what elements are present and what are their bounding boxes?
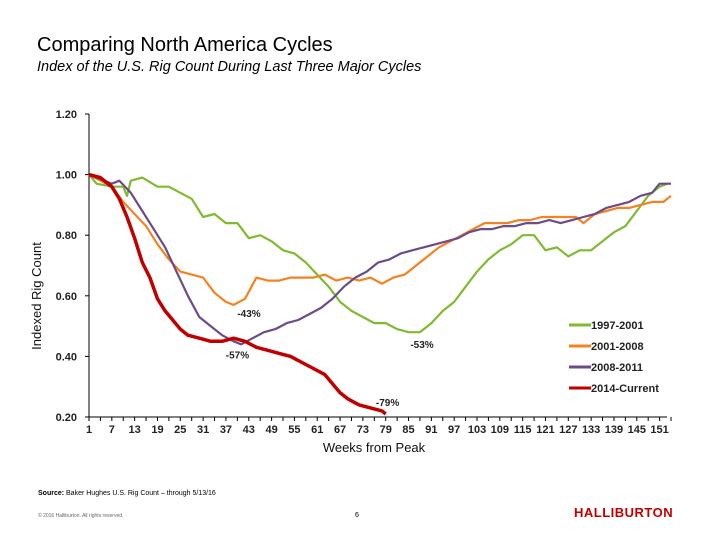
x-tick-label: 49	[265, 424, 277, 436]
y-tick-label: 0.80	[56, 230, 77, 242]
x-tick-label: 37	[220, 424, 232, 436]
source-note: Source: Baker Hughes U.S. Rig Count – th…	[38, 490, 216, 497]
legend-label: 2001-2008	[591, 341, 644, 353]
x-tick-label: 1	[86, 424, 92, 436]
y-tick-label: 0.20	[56, 412, 77, 424]
x-tick-label: 127	[559, 424, 577, 436]
annotation-label: -43%	[237, 309, 260, 320]
x-tick-label: 19	[151, 424, 163, 436]
annotations: -43% -57% -53% -79%	[226, 309, 434, 409]
x-tick-label: 103	[468, 424, 486, 436]
x-tick-label: 31	[197, 424, 209, 436]
x-tick-label: 97	[448, 424, 460, 436]
x-tick-label: 43	[243, 424, 255, 436]
y-tick-label: 1.00	[56, 170, 77, 182]
page-number: 6	[355, 512, 359, 519]
x-tick-label: 25	[174, 424, 186, 436]
x-tick-label: 85	[402, 424, 414, 436]
halliburton-logo: HALLIBURTON	[574, 505, 674, 520]
x-tick-label: 55	[288, 424, 300, 436]
legend: 1997-2001 2001-2008 2008-2011 2014-Current	[569, 320, 659, 395]
series-line-2014-Current	[88, 172, 387, 416]
x-axis-label: Weeks from Peak	[323, 440, 426, 455]
annotation-label: -79%	[376, 398, 399, 409]
axes: 0.20 0.40 0.60 0.80 1.00 1.20 1 7 13 19 25 31 37 43 49…	[56, 109, 672, 436]
x-tick-label: 73	[357, 424, 369, 436]
x-tick-label: 115	[514, 424, 532, 436]
legend-label: 2014-Current	[591, 383, 659, 395]
x-tick-label: 139	[605, 424, 623, 436]
x-tick-label: 121	[536, 424, 554, 436]
legend-label: 1997-2001	[591, 320, 644, 332]
annotation-label: -53%	[410, 340, 433, 351]
annotation-label: -57%	[226, 350, 249, 361]
x-tick-label: 91	[425, 424, 437, 436]
source-label: Source:	[38, 490, 65, 497]
slide-title: Comparing North America Cycles	[37, 34, 333, 56]
slide-subtitle: Index of the U.S. Rig Count During Last …	[37, 59, 422, 75]
y-tick-label: 0.60	[56, 291, 77, 303]
x-tick-label: 109	[491, 424, 509, 436]
x-tick-label: 151	[650, 424, 668, 436]
x-tick-label: 79	[380, 424, 392, 436]
x-tick-label: 61	[311, 424, 323, 436]
x-tick-label: 67	[334, 424, 346, 436]
y-tick-label: 0.40	[56, 351, 77, 363]
series-line-1997-2001	[88, 173, 668, 334]
series-line-2001-2008	[88, 173, 672, 306]
y-axis-label: Indexed Rig Count	[29, 242, 44, 350]
y-tick-label: 1.20	[56, 109, 77, 121]
series-line-2008-2011	[88, 173, 671, 346]
x-tick-label: 13	[129, 424, 141, 436]
copyright: © 2016 Halliburton. All rights reserved.	[38, 513, 124, 519]
series-lines	[88, 172, 672, 416]
source-text: Baker Hughes U.S. Rig Count – through 5/…	[66, 490, 216, 497]
x-tick-label: 145	[628, 424, 646, 436]
legend-label: 2008-2011	[591, 362, 643, 374]
x-tick-label: 7	[109, 424, 115, 436]
x-tick-label: 133	[582, 424, 600, 436]
